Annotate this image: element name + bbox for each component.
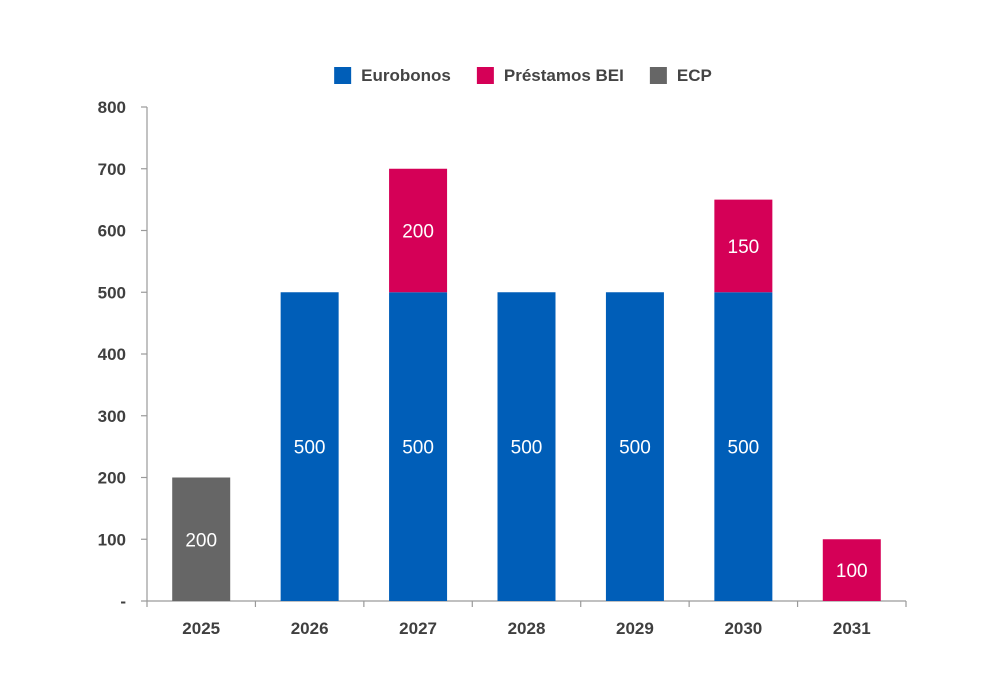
x-tick-label-2027: 2027 [399,619,437,638]
x-tick-label-2028: 2028 [508,619,546,638]
x-tick-label-2025: 2025 [182,619,220,638]
data-label-eurobonos-2030: 500 [728,438,760,459]
x-tick-label-2029: 2029 [616,619,654,638]
legend-label-prestamos-bei: Préstamos BEI [504,66,624,85]
data-label-prestamos-bei-2030: 150 [728,237,760,258]
legend-label-eurobonos: Eurobonos [361,66,451,85]
bar-eurobonos-2028 [497,292,556,601]
legend-item-ecp: ECP [649,66,712,85]
y-tick-label: 500 [98,283,126,302]
data-label-eurobonos-2029: 500 [619,438,651,459]
data-label-prestamos-bei-2031: 100 [836,561,868,582]
y-tick-label: 200 [98,469,126,488]
bar-prestamos-bei-2027 [389,168,448,293]
legend-item-eurobonos: Eurobonos [334,66,451,85]
legend-swatch-ecp [649,67,667,84]
x-tick-label-2031: 2031 [833,619,871,638]
data-label-eurobonos-2026: 500 [294,438,326,459]
bar-eurobonos-2030 [714,292,773,601]
legend-swatch-prestamos-bei [476,67,494,84]
bar-eurobonos-2026 [280,292,339,601]
bar-prestamos-bei-2030 [714,199,773,293]
y-tick-label: - [120,592,126,611]
y-axis: - 100 200 300 400 500 600 700 800 [98,98,148,611]
legend-item-prestamos-bei: Préstamos BEI [476,66,624,85]
x-tick-label-2030: 2030 [724,619,762,638]
bars [172,168,881,601]
y-tick-label: 400 [98,345,126,364]
data-label-ecp-2025: 200 [185,530,217,551]
y-tick-label: 700 [98,160,126,179]
data-label-eurobonos-2028: 500 [511,438,543,459]
y-tick-label: 600 [98,222,126,241]
legend-label-ecp: ECP [677,66,712,85]
y-tick-label: 800 [98,98,126,117]
data-label-eurobonos-2027: 500 [402,438,434,459]
bar-labels: 200 500 500 200 500 500 500 150 100 [185,222,867,583]
bar-eurobonos-2029 [605,292,664,601]
x-axis: 2025 2026 2027 2028 2029 2030 2031 [146,600,907,638]
bar-prestamos-bei-2031 [822,539,881,601]
data-label-prestamos-bei-2027: 200 [402,222,434,243]
bar-eurobonos-2027 [389,292,448,601]
y-tick-label: 300 [98,407,126,426]
legend-swatch-eurobonos [334,67,352,84]
y-tick-label: 100 [98,530,126,549]
legend: Eurobonos Préstamos BEI ECP [334,66,712,85]
bar-ecp-2025 [172,477,231,601]
x-tick-label-2026: 2026 [291,619,329,638]
